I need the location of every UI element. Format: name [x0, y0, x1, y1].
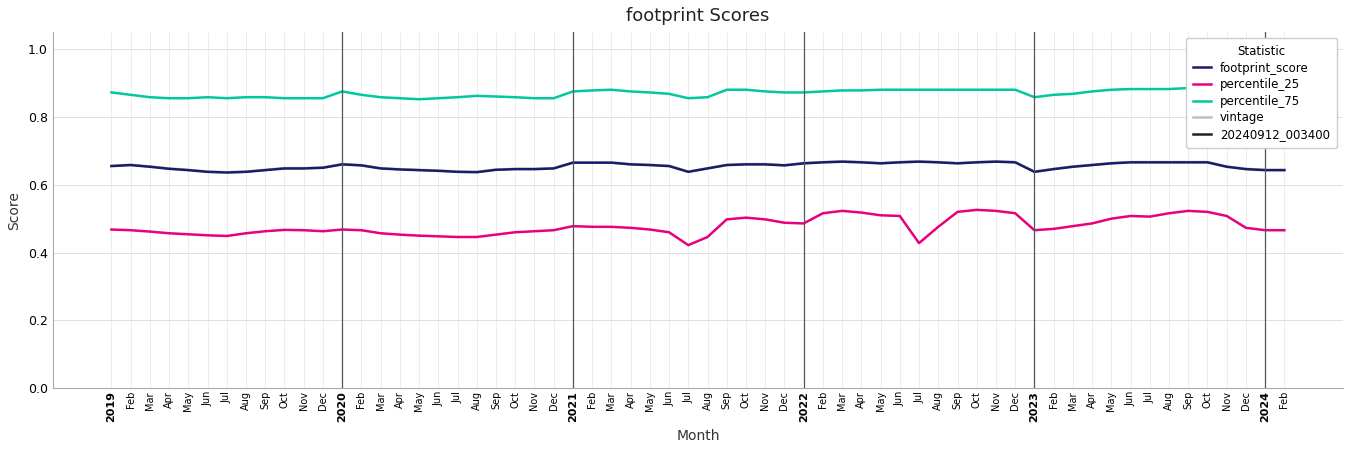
vintage [200, 169, 216, 174]
percentile_25 [969, 207, 986, 212]
X-axis label: Month: Month [676, 429, 720, 443]
percentile_75 [200, 94, 216, 100]
footprint_score [200, 169, 216, 175]
percentile_75 [680, 95, 697, 101]
percentile_25 [699, 234, 716, 240]
Y-axis label: Score: Score [7, 191, 22, 230]
percentile_75 [815, 89, 832, 94]
vintage [431, 168, 447, 173]
percentile_75 [104, 90, 120, 95]
percentile_75 [1180, 86, 1196, 91]
percentile_75 [1276, 100, 1292, 105]
percentile_25 [104, 227, 120, 232]
footprint_score [354, 163, 370, 168]
percentile_25 [333, 227, 350, 232]
Line: percentile_25: percentile_25 [112, 210, 1284, 245]
Line: vintage: vintage [112, 162, 1284, 172]
footprint_score [853, 160, 869, 165]
percentile_25 [1161, 211, 1177, 216]
vintage [104, 163, 120, 168]
Title: footprint Scores: footprint Scores [626, 7, 769, 25]
vintage [354, 162, 370, 168]
percentile_25 [1276, 228, 1292, 233]
vintage [853, 159, 869, 165]
footprint_score [104, 163, 120, 169]
percentile_25 [200, 233, 216, 238]
Line: footprint_score: footprint_score [112, 162, 1284, 172]
Line: percentile_75: percentile_75 [112, 88, 1284, 103]
percentile_25 [680, 243, 697, 248]
vintage [1161, 159, 1177, 165]
Legend: footprint_score, percentile_25, percentile_75, vintage, 20240912_003400: footprint_score, percentile_25, percenti… [1185, 38, 1336, 148]
footprint_score [699, 166, 716, 171]
footprint_score [834, 159, 850, 164]
percentile_75 [1257, 100, 1273, 105]
footprint_score [431, 168, 447, 174]
vintage [1276, 167, 1292, 172]
percentile_75 [410, 97, 427, 102]
footprint_score [1276, 167, 1292, 173]
vintage [699, 166, 716, 171]
vintage [219, 170, 235, 175]
footprint_score [1161, 160, 1177, 165]
footprint_score [219, 170, 235, 175]
percentile_75 [333, 89, 350, 94]
percentile_25 [410, 233, 427, 238]
percentile_75 [1122, 86, 1138, 92]
percentile_25 [834, 208, 850, 214]
vintage [834, 159, 850, 164]
